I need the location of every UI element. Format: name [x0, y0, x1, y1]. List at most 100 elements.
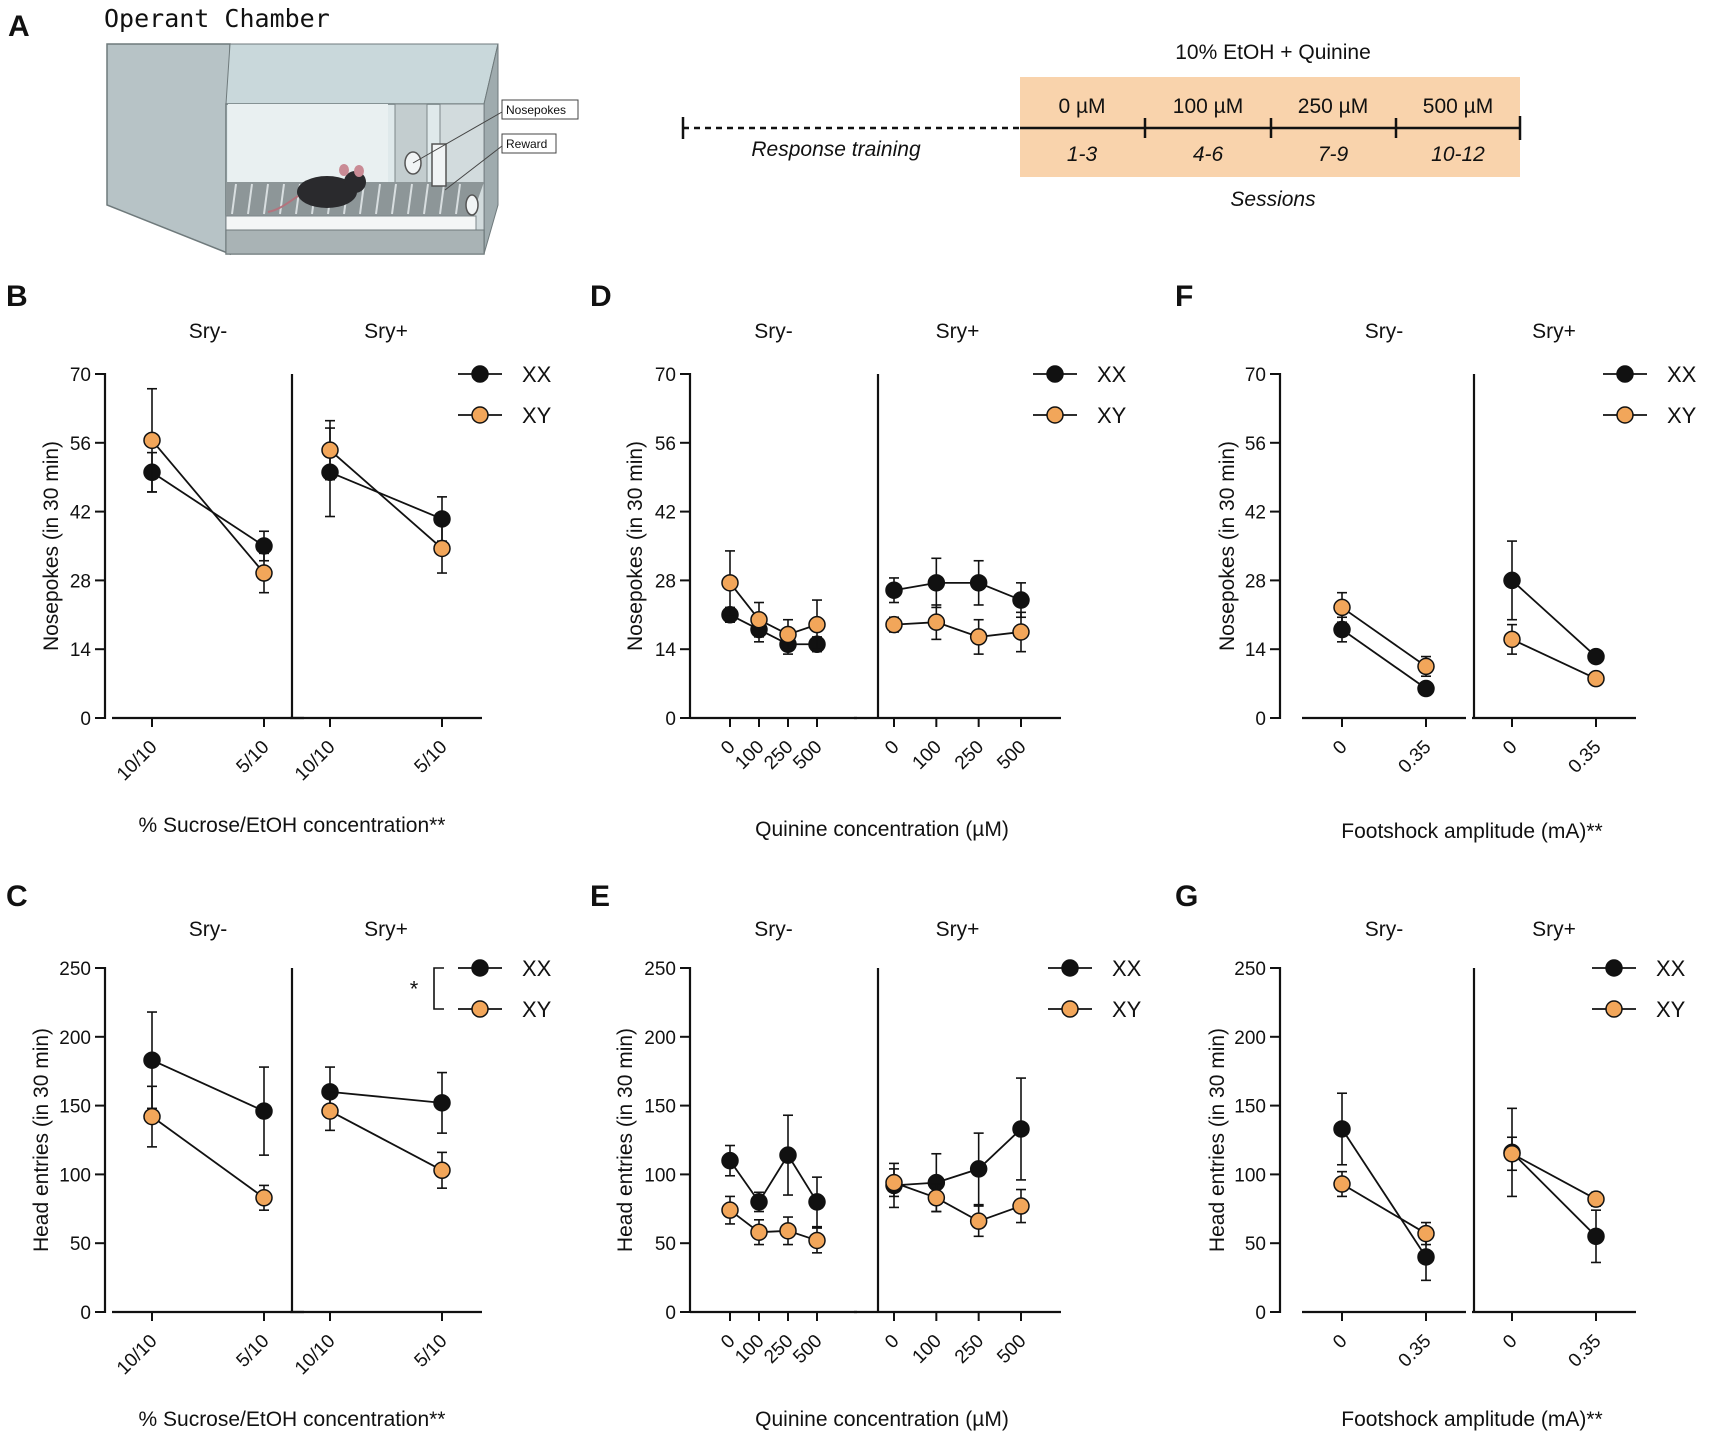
data-point-xx [885, 581, 903, 599]
y-tick-label: 0 [80, 1303, 91, 1324]
data-point-xx [1417, 679, 1435, 698]
series-line-xy [329, 1110, 443, 1172]
data-point-xx [1333, 1120, 1351, 1138]
x-tick-label: 10/10 [113, 1331, 161, 1379]
data-point-xy [1587, 1190, 1605, 1208]
x-tick-label: 0 [881, 1331, 903, 1353]
data-point-xx [1503, 571, 1521, 590]
chart-panel-e: E 0 50 100 150 200 250 Head entries (in 30 min)… [590, 880, 1142, 1431]
timeline-conc-100: 100 µM [1173, 95, 1243, 118]
legend-marker-xy [471, 406, 489, 424]
series-line-xx [1511, 1151, 1597, 1237]
legend-marker-xy [1046, 406, 1064, 424]
y-axis-label-d: Nosepokes (in 30 min) [624, 441, 647, 651]
timeline-conc-0: 0 µM [1058, 95, 1105, 118]
callout-reward: Reward [506, 137, 547, 151]
y-tick-label: 14 [1245, 640, 1267, 661]
y-tick-label: 0 [665, 709, 676, 730]
significance-bracket [433, 967, 444, 1010]
x-tick-label: 0 [1329, 737, 1351, 759]
x-tick-label: 0 [1499, 1331, 1521, 1353]
data-point-xy [750, 1223, 768, 1241]
group-title-d-2: Sry+ [936, 320, 980, 343]
panel-label-f: F [1175, 280, 1193, 313]
series-line-xy [1511, 638, 1597, 680]
x-tick-label: 5/10 [233, 737, 274, 778]
data-point-xy [1503, 1145, 1521, 1163]
chart-panels: B 0 14 28 42 56 70 Nosepokes (in 30 min) 10/10 5/… [6, 280, 1697, 1431]
data-point-xy [321, 441, 339, 459]
y-tick-label: 0 [665, 1303, 676, 1324]
data-point-xx [1417, 1248, 1435, 1266]
x-tick-label: 0 [881, 737, 903, 759]
series-line-xx [329, 471, 443, 520]
legend-marker-xx [1046, 365, 1064, 383]
data-point-xx [750, 1193, 768, 1211]
y-tick-label: 100 [644, 1165, 676, 1186]
data-point-xx [255, 1102, 273, 1120]
series-line-xx [729, 613, 817, 646]
legend-label-xx: XX [1667, 362, 1697, 387]
y-axis-label-g: Head entries (in 30 min) [1206, 1028, 1229, 1252]
y-tick-label: 42 [655, 503, 676, 524]
y-tick-label: 56 [655, 434, 676, 455]
y-tick-label: 100 [1234, 1165, 1266, 1186]
timeline-conc-250: 250 µM [1298, 95, 1368, 118]
y-tick-label: 70 [655, 365, 676, 386]
panel-label-b: B [6, 280, 28, 313]
data-point-xy [143, 1107, 161, 1126]
y-axis-label-e: Head entries (in 30 min) [614, 1028, 637, 1252]
data-point-xy [1333, 598, 1351, 617]
series-line-xx [1341, 1128, 1427, 1258]
series-line-xy [893, 1181, 1022, 1223]
data-point-xy [1417, 1224, 1435, 1243]
series-line-xx [1511, 579, 1597, 658]
x-tick-label: 5/10 [233, 1331, 274, 1372]
y-tick-label: 250 [59, 959, 91, 980]
series-line-xx [151, 471, 265, 547]
x-tick-label: 5/10 [411, 1331, 452, 1372]
series-line-xx [893, 1128, 1022, 1187]
data-point-xy [1333, 1175, 1351, 1193]
y-tick-label: 0 [1255, 1303, 1266, 1324]
legend-marker-xx [1616, 365, 1634, 383]
y-tick-label: 0 [80, 709, 91, 730]
x-tick-label: 500 [993, 737, 1030, 774]
data-point-xy [750, 610, 768, 629]
x-tick-label: 0.35 [1565, 1331, 1606, 1372]
data-point-xy [1012, 1197, 1030, 1215]
data-point-xx [779, 1146, 797, 1164]
x-tick-label: 250 [951, 1331, 988, 1368]
data-point-xx [1012, 1120, 1030, 1138]
data-point-xy [255, 1189, 273, 1207]
group-title-b-2: Sry+ [364, 320, 408, 343]
y-tick-label: 28 [655, 571, 676, 592]
chart-panel-b: B 0 14 28 42 56 70 Nosepokes (in 30 min) 10/10 5/… [6, 280, 552, 837]
timeline-conc-500: 500 µM [1423, 95, 1493, 118]
legend-marker-xy [1616, 406, 1634, 424]
data-point-xy [721, 1201, 739, 1219]
x-axis-label-g: Footshock amplitude (mA)** [1341, 1408, 1602, 1431]
x-axis-label-b: % Sucrose/EtOH concentration** [139, 814, 446, 837]
group-title-f-1: Sry- [1365, 320, 1404, 343]
legend-label-xy: XY [522, 997, 552, 1022]
group-title-e-1: Sry- [754, 918, 793, 941]
legend-label-xx: XX [1097, 362, 1127, 387]
y-tick-label: 56 [70, 434, 91, 455]
x-tick-label: 500 [789, 1331, 826, 1368]
data-point-xx [433, 1094, 451, 1112]
data-point-xy [321, 1102, 339, 1120]
y-tick-label: 0 [1255, 709, 1266, 730]
x-tick-label: 10/10 [291, 1331, 339, 1379]
y-tick-label: 50 [655, 1234, 676, 1255]
data-point-xy [255, 564, 273, 582]
x-tick-label: 100 [909, 1331, 946, 1368]
data-point-xy [969, 1212, 988, 1230]
y-tick-label: 70 [70, 365, 91, 386]
data-point-xy [927, 1189, 946, 1207]
data-point-xx [143, 1051, 161, 1069]
y-tick-label: 150 [1234, 1097, 1266, 1118]
data-point-xy [1503, 630, 1521, 649]
y-tick-label: 14 [70, 640, 92, 661]
series-line-xx [1341, 628, 1427, 690]
